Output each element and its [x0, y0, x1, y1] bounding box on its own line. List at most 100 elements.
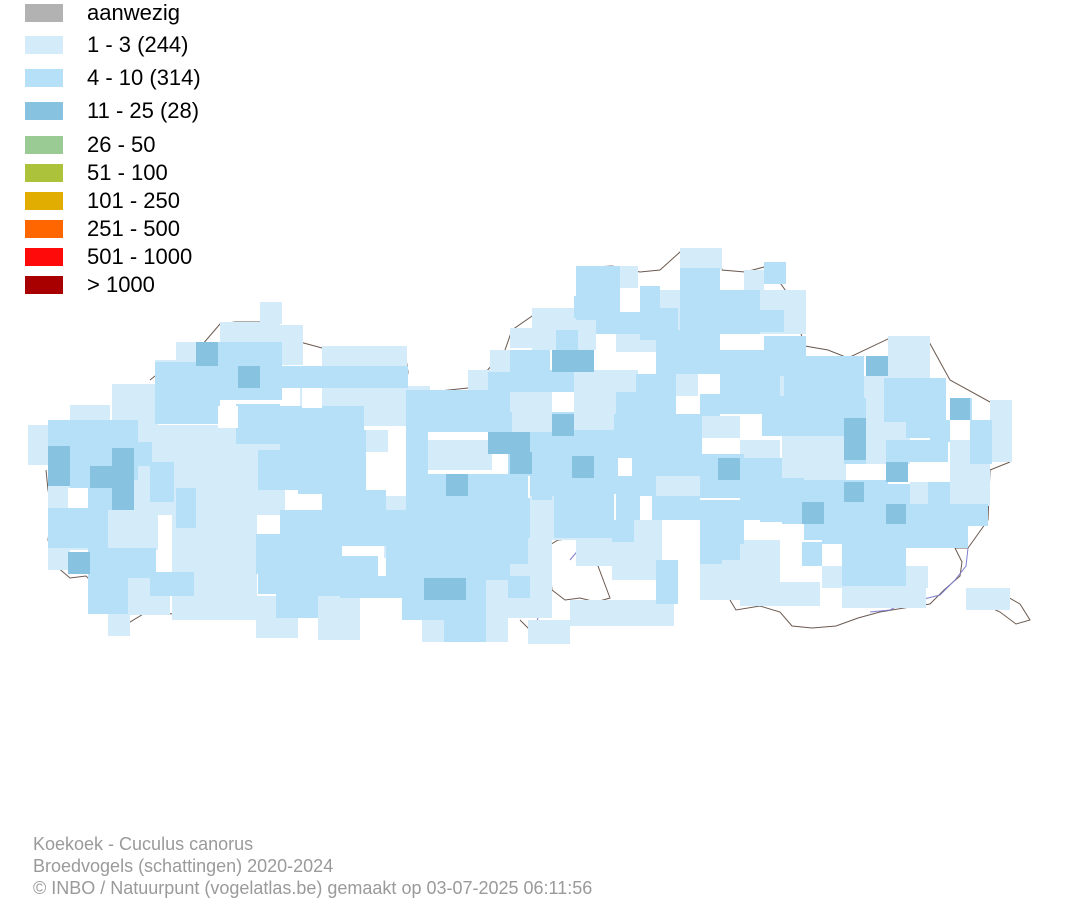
grid-cell — [340, 576, 402, 598]
grid-cell — [48, 548, 70, 570]
grid-cell — [680, 248, 722, 270]
grid-cell — [556, 330, 578, 352]
grid-cell — [842, 586, 926, 608]
grid-cell — [846, 398, 866, 420]
grid-cell — [596, 456, 618, 476]
grid-cell — [888, 336, 930, 380]
grid-cell — [786, 416, 846, 436]
grid-cell — [180, 446, 196, 468]
legend-swatch — [25, 69, 63, 87]
grid-cell — [508, 576, 530, 598]
grid-cell — [844, 418, 866, 460]
grid-cell — [842, 546, 906, 586]
grid-cell — [112, 448, 134, 510]
grid-cell — [238, 366, 260, 388]
grid-cell — [68, 488, 88, 508]
grid-cell — [740, 458, 782, 480]
grid-cell — [804, 520, 824, 540]
grid-cell — [48, 446, 70, 486]
grid-cell — [970, 420, 992, 464]
grid-cell — [700, 520, 722, 564]
grid-cell — [614, 414, 702, 458]
grid-cell — [554, 494, 614, 538]
grid-cell — [112, 384, 156, 424]
grid-cell — [616, 476, 640, 520]
grid-cell — [48, 488, 70, 510]
grid-cell — [950, 398, 970, 420]
grid-cell — [802, 542, 822, 566]
legend-swatch — [25, 248, 63, 266]
grid-cell — [468, 370, 490, 392]
grid-cell — [740, 476, 762, 520]
grid-cell — [386, 510, 510, 580]
grid-cell — [656, 560, 678, 604]
grid-cell — [528, 620, 570, 644]
grid-cell — [886, 504, 906, 524]
grid-cell — [822, 544, 842, 564]
legend-label: 4 - 10 (314) — [87, 65, 201, 90]
grid-cell — [698, 316, 720, 338]
grid-cell — [700, 476, 742, 498]
legend-label: 11 - 25 (28) — [87, 98, 200, 123]
legend-swatch — [25, 4, 63, 22]
grid-cell — [150, 462, 174, 502]
legend-label: aanwezig — [87, 0, 180, 25]
legend-swatch — [25, 136, 63, 154]
grid-cell — [764, 336, 806, 376]
grid-cell — [510, 452, 532, 474]
grid-cell — [866, 356, 888, 376]
grid-cell — [552, 414, 574, 436]
grid-cell — [930, 420, 950, 442]
grid-cell — [490, 350, 512, 372]
grid-cell — [612, 520, 634, 542]
grid-cell — [886, 440, 948, 462]
grid-cell — [720, 374, 780, 414]
grid-cell — [782, 436, 846, 480]
grid-cell — [966, 588, 1010, 610]
grid-cell — [88, 570, 128, 614]
grid-cell — [278, 366, 408, 388]
grid-cell — [68, 552, 90, 574]
grid-cell — [802, 502, 824, 524]
grid-cell — [532, 476, 552, 500]
grid-cell — [258, 450, 302, 490]
grid-cell — [150, 572, 194, 596]
grid-cell — [128, 574, 150, 596]
grid-cell — [636, 374, 676, 416]
grid-cell — [302, 388, 322, 408]
grid-cell — [888, 484, 910, 506]
grid-cell — [906, 504, 968, 548]
grid-cell — [510, 350, 550, 372]
grid-cell — [364, 430, 388, 452]
grid-cell — [490, 412, 512, 434]
grid-cell — [616, 266, 638, 288]
grid-cell — [616, 312, 658, 334]
grid-cell — [866, 484, 888, 528]
grid-cell — [486, 580, 508, 642]
grid-cell — [510, 328, 532, 348]
grid-cell — [214, 556, 236, 596]
legend-swatch — [25, 36, 63, 54]
grid-cell — [48, 508, 108, 548]
grid-cell — [422, 620, 444, 642]
legend-label: > 1000 — [87, 272, 155, 297]
grid-cell — [676, 374, 698, 396]
legend-swatch — [25, 164, 63, 182]
grid-cell — [906, 566, 928, 588]
grid-cell — [990, 400, 1012, 462]
grid-cell — [298, 450, 322, 494]
grid-cell — [764, 262, 786, 284]
grid-cell — [280, 510, 342, 560]
grid-cell — [318, 596, 360, 640]
grid-cell — [570, 600, 674, 626]
grid-cell — [218, 406, 238, 428]
map-footer: Koekoek - Cuculus canorus Broedvogels (s… — [33, 833, 592, 899]
grid-cell — [760, 582, 820, 606]
legend-label: 101 - 250 — [87, 188, 180, 213]
grid-cell — [196, 342, 218, 366]
grid-cell — [426, 440, 492, 470]
grid-cell — [574, 296, 594, 318]
grid-cells — [28, 248, 1012, 644]
grid-cell — [406, 426, 428, 510]
legend-label: 251 - 500 — [87, 216, 180, 241]
